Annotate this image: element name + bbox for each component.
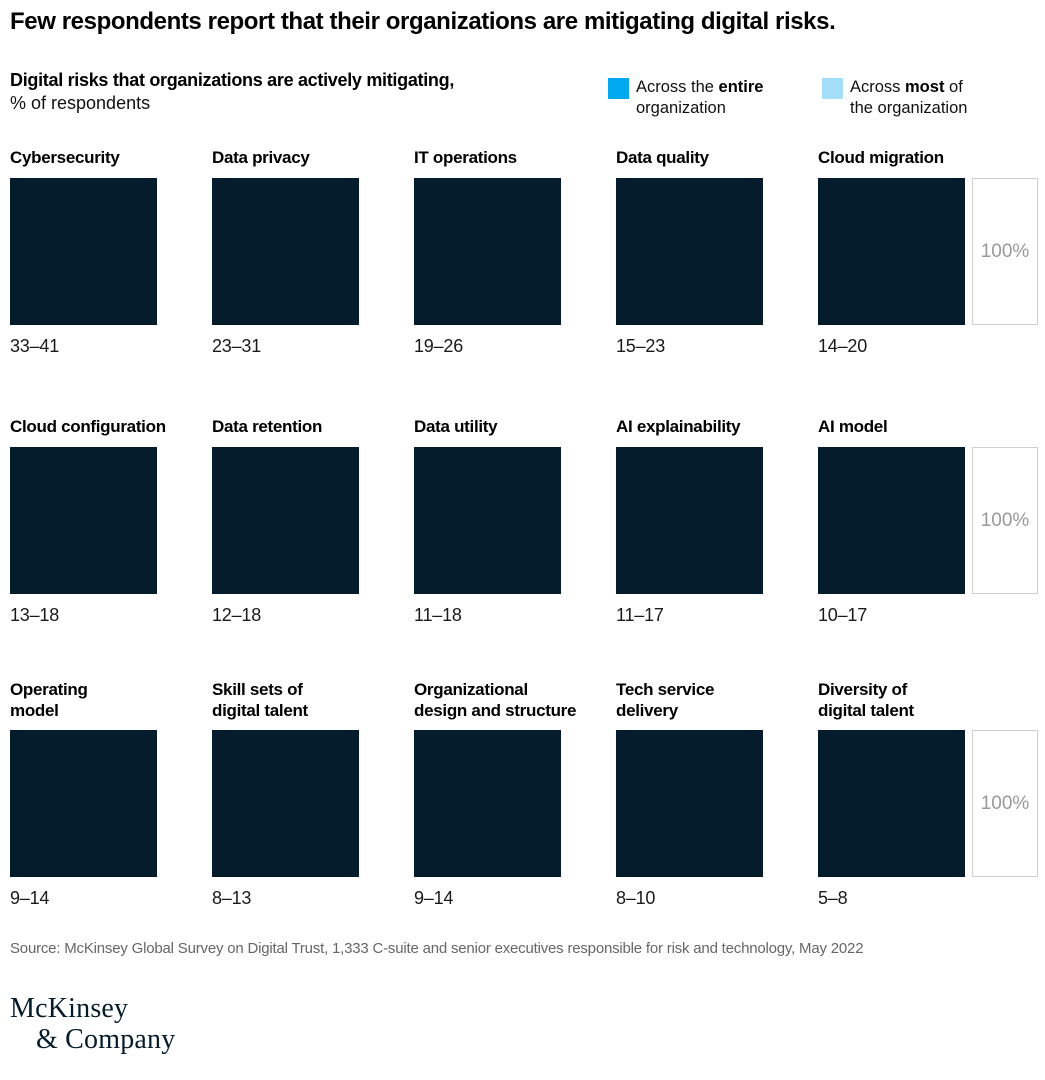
chart-row-1: Cybersecurity 33–41 Data privacy 23–31 I… xyxy=(10,148,1038,357)
risk-label: Cloud migration xyxy=(818,148,944,168)
risk-bar-area xyxy=(616,178,763,326)
risk-label: IT operations xyxy=(414,148,517,168)
risk-label: AI explainability xyxy=(616,417,741,437)
risk-value-range: 9–14 xyxy=(414,888,454,909)
risk-value-range: 5–8 xyxy=(818,888,848,909)
risk-label: Diversity of digital talent xyxy=(818,680,914,721)
chart-subtitle-unit: % of respondents xyxy=(10,92,151,113)
risk-card-ai-explainability: AI explainability 11–17 xyxy=(616,417,763,626)
risk-card-operating-model: Operating model 9–14 xyxy=(10,680,157,909)
axis-100-label: 100% xyxy=(980,792,1030,814)
risk-value-range: 15–23 xyxy=(616,336,666,357)
risk-label: Operating model xyxy=(10,680,88,721)
risk-label: Tech service delivery xyxy=(616,680,715,721)
risk-value-range: 14–20 xyxy=(818,336,868,357)
risk-card-ai-model: AI model 10–17 xyxy=(818,417,965,626)
legend-swatch-most-icon xyxy=(822,77,843,99)
risk-bar-area xyxy=(414,178,561,326)
axis-100-label: 100% xyxy=(980,509,1030,531)
risk-bar-area xyxy=(818,730,965,878)
risk-card-data-utility: Data utility 11–18 xyxy=(414,417,561,626)
page-title: Few respondents report that their organi… xyxy=(10,8,836,35)
risk-bar-area xyxy=(212,447,359,595)
risk-value-range: 13–18 xyxy=(10,605,60,626)
risk-bar-area xyxy=(10,447,157,595)
risk-card-cybersecurity: Cybersecurity 33–41 xyxy=(10,148,157,357)
risk-value-range: 23–31 xyxy=(212,336,262,357)
risk-value-range: 9–14 xyxy=(10,888,50,909)
risk-bar-area xyxy=(616,447,763,595)
risk-value-range: 12–18 xyxy=(212,605,262,626)
risk-bar-area xyxy=(414,730,561,878)
risk-bar-area xyxy=(616,730,763,878)
legend-item-most: Across most of the organization xyxy=(822,77,990,120)
legend-item-entire: Across the entire organization xyxy=(608,77,788,120)
risk-bar-area xyxy=(212,178,359,326)
exhibit-page: Few respondents report that their organi… xyxy=(10,8,1038,1056)
risk-label: AI model xyxy=(818,417,888,437)
risk-card-data-privacy: Data privacy 23–31 xyxy=(212,148,359,357)
chart-header: Digital risks that organizations are act… xyxy=(10,69,1038,120)
axis-100-box: 100% xyxy=(972,447,1038,595)
legend: Across the entire organization Across mo… xyxy=(608,69,990,120)
risk-value-range: 33–41 xyxy=(10,336,60,357)
chart-row-2: Cloud configuration 13–18 Data retention… xyxy=(10,417,1038,626)
risk-label: Data retention xyxy=(212,417,323,437)
risk-value-range: 10–17 xyxy=(818,605,868,626)
axis-100-label: 100% xyxy=(980,240,1030,262)
risk-card-cloud-configuration: Cloud configuration 13–18 xyxy=(10,417,166,626)
risk-card-diversity: Diversity of digital talent 5–8 xyxy=(818,680,965,909)
risk-bar-area xyxy=(10,178,157,326)
risk-label: Data quality xyxy=(616,148,709,168)
risk-card-data-retention: Data retention 12–18 xyxy=(212,417,359,626)
risk-value-range: 8–10 xyxy=(616,888,656,909)
risk-card-data-quality: Data quality 15–23 xyxy=(616,148,763,357)
legend-swatch-entire-icon xyxy=(608,77,629,99)
risk-card-skill-sets: Skill sets of digital talent 8–13 xyxy=(212,680,359,909)
chart-subtitle: Digital risks that organizations are act… xyxy=(10,69,454,115)
risk-card-cloud-migration: Cloud migration 14–20 xyxy=(818,148,965,357)
risk-value-range: 11–17 xyxy=(616,605,664,626)
risk-bar-area xyxy=(212,730,359,878)
logo-line2: & Company xyxy=(36,1024,176,1056)
risk-value-range: 8–13 xyxy=(212,888,252,909)
logo-line1: McKinsey xyxy=(10,993,129,1025)
source-note: Source: McKinsey Global Survey on Digita… xyxy=(10,940,864,958)
legend-label-most: Across most of the organization xyxy=(850,77,968,118)
risk-label: Data privacy xyxy=(212,148,310,168)
risk-bar-area xyxy=(818,447,965,595)
risk-value-range: 19–26 xyxy=(414,336,464,357)
chart-row-3: Operating model 9–14 Skill sets of digit… xyxy=(10,680,1038,909)
risk-value-range: 11–18 xyxy=(414,605,462,626)
axis-100-box: 100% xyxy=(972,178,1038,326)
risk-label: Cloud configuration xyxy=(10,417,166,437)
risk-label: Skill sets of digital talent xyxy=(212,680,308,721)
risk-card-org-design: Organizational design and structure 9–14 xyxy=(414,680,576,909)
chart-subtitle-main: Digital risks that organizations are act… xyxy=(10,69,455,90)
legend-label-entire: Across the entire organization xyxy=(636,77,764,118)
risk-card-tech-service-delivery: Tech service delivery 8–10 xyxy=(616,680,763,909)
risk-bar-area xyxy=(10,730,157,878)
risk-label: Cybersecurity xyxy=(10,148,120,168)
risk-bar-area xyxy=(414,447,561,595)
mckinsey-logo: McKinsey & Company xyxy=(10,994,1038,1056)
risk-card-it-operations: IT operations 19–26 xyxy=(414,148,561,357)
risk-label: Organizational design and structure xyxy=(414,680,577,721)
risk-label: Data utility xyxy=(414,417,498,437)
axis-100-box: 100% xyxy=(972,730,1038,878)
risk-bar-area xyxy=(818,178,965,326)
